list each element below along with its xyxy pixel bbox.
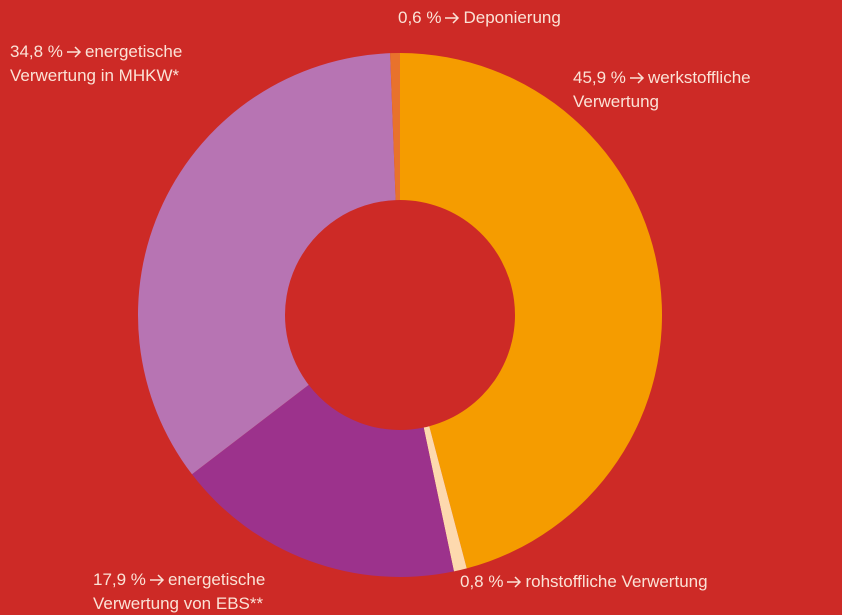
- value-label: 0,8 %: [460, 572, 504, 591]
- category-label: rohstoffliche Verwertung: [525, 572, 708, 591]
- segment-label: 17,9 % energetische Verwertung von EBS**: [93, 568, 318, 615]
- value-label: 45,9 %: [573, 68, 626, 87]
- arrow-icon: [66, 46, 81, 58]
- donut-segment: [390, 53, 400, 201]
- category-label: energetische Verwertung in MHKW*: [10, 42, 183, 85]
- category-label: werkstoffliche Verwertung: [573, 68, 751, 111]
- donut-segment: [423, 426, 467, 572]
- value-label: 0,6 %: [398, 8, 442, 27]
- category-label: Deponierung: [463, 8, 561, 27]
- donut-segment: [400, 53, 662, 569]
- donut-segment: [191, 384, 454, 577]
- segment-label: 0,8 % rohstoffliche Verwertung: [460, 570, 840, 594]
- donut-segment: [138, 53, 396, 475]
- arrow-icon: [445, 12, 460, 24]
- segment-label: 34,8 % energetische Verwertung in MHKW*: [10, 40, 225, 88]
- arrow-icon: [149, 574, 164, 586]
- arrow-icon: [507, 576, 522, 588]
- segment-label: 45,9 % werkstoffliche Verwertung: [573, 66, 823, 114]
- value-label: 34,8 %: [10, 42, 63, 61]
- arrow-icon: [629, 72, 644, 84]
- category-label: energetische Verwertung von EBS**: [93, 570, 266, 613]
- segment-label: 0,6 % Deponierung: [398, 6, 698, 30]
- value-label: 17,9 %: [93, 570, 146, 589]
